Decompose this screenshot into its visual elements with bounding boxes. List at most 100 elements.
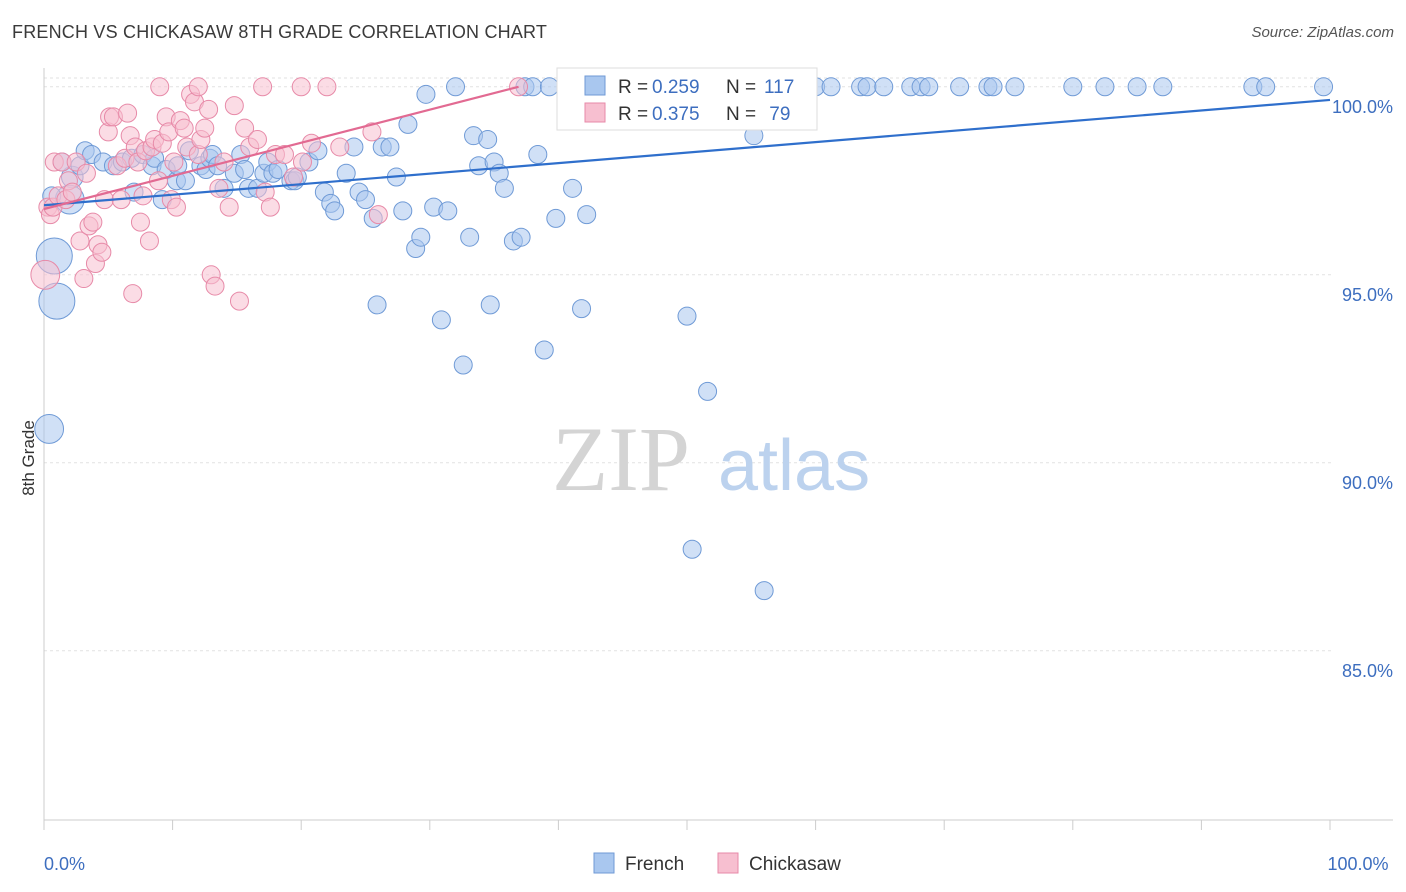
french-point-90	[698, 381, 718, 401]
chickasaw-point-60	[235, 118, 255, 138]
chickasaw-n-label: N =	[726, 104, 756, 125]
french-point-111	[1127, 77, 1147, 97]
french-point-51	[380, 137, 400, 157]
stats-legend: R = 0.259 N = 117 R = 0.375 N = 79	[556, 67, 818, 131]
french-point-62	[453, 355, 473, 375]
french-point-47	[356, 190, 375, 210]
y-tick-label-2: 90.0%	[1342, 473, 1393, 493]
french-point-94	[754, 581, 774, 601]
chickasaw-point-66	[274, 144, 294, 164]
chickasaw-point-58	[224, 96, 244, 116]
chickasaw-point-69	[301, 133, 321, 153]
french-point-60	[438, 201, 458, 221]
french-point-66	[478, 129, 498, 149]
french-n-label: N =	[726, 77, 756, 98]
data-points	[30, 77, 1334, 601]
watermark: ZIP atlas	[552, 408, 870, 510]
chart-title: FRENCH VS CHICKASAW 8TH GRADE CORRELATIO…	[12, 22, 548, 42]
chickasaw-point-0	[30, 259, 61, 290]
tick-labels: 100.0% 95.0% 90.0% 85.0% 0.0% 100.0%	[44, 97, 1393, 874]
chickasaw-r-value: 0.375	[652, 104, 700, 125]
french-point-70	[494, 178, 514, 198]
chickasaw-point-55	[209, 178, 229, 198]
french-point-56	[411, 227, 431, 247]
y-tick-label-0: 100.0%	[1332, 97, 1393, 117]
watermark-zip: ZIP	[552, 408, 690, 510]
chickasaw-point-34	[139, 231, 159, 251]
chickasaw-point-72	[368, 205, 388, 225]
legend-chickasaw-label: Chickasaw	[749, 854, 841, 875]
french-point-76	[534, 340, 554, 360]
french-point-57	[416, 84, 436, 104]
french-point-29	[235, 160, 255, 180]
french-point-75	[528, 144, 548, 164]
chickasaw-swatch	[584, 102, 606, 123]
chickasaw-point-12	[74, 269, 94, 289]
french-point-44	[336, 163, 356, 183]
french-r-label: R =	[618, 77, 648, 98]
y-tick-label-1: 95.0%	[1342, 285, 1393, 305]
chickasaw-point-70	[330, 137, 350, 157]
chickasaw-point-75	[253, 77, 273, 97]
french-point-108	[1005, 77, 1025, 97]
french-point-78	[546, 208, 566, 228]
chickasaw-point-57	[219, 197, 239, 217]
x-tick-label-1: 100.0%	[1327, 854, 1388, 874]
french-point-87	[677, 306, 697, 326]
chickasaw-point-77	[317, 77, 337, 97]
french-point-114	[1256, 77, 1276, 97]
french-r-value: 0.259	[652, 77, 700, 98]
french-point-98	[821, 77, 841, 97]
french-point-100	[857, 77, 877, 97]
chickasaw-trend-line	[43, 85, 519, 211]
bottom-legend: French Chickasaw	[593, 852, 841, 875]
chickasaw-point-9	[62, 182, 82, 202]
french-point-104	[919, 77, 939, 97]
french-point-63	[460, 227, 480, 247]
chickasaw-point-54	[205, 276, 225, 296]
chickasaw-point-59	[229, 291, 249, 311]
chickasaw-point-68	[292, 152, 312, 172]
french-swatch	[584, 75, 606, 96]
french-point-67	[480, 295, 500, 315]
french-point-88	[682, 539, 702, 559]
y-axis-label: 8th Grade	[19, 420, 38, 496]
french-point-54	[398, 114, 418, 134]
french-point-59	[431, 310, 451, 330]
chickasaw-point-43	[166, 197, 186, 217]
french-point-107	[983, 77, 1003, 97]
french-point-82	[577, 205, 597, 225]
chickasaw-point-13	[76, 163, 96, 183]
chickasaw-point-18	[92, 242, 112, 262]
legend-french-label: French	[625, 854, 684, 875]
legend-chickasaw-swatch	[717, 852, 739, 874]
chickasaw-n-value: 79	[764, 104, 790, 125]
french-n-value: 117	[764, 77, 794, 98]
chickasaw-point-26	[118, 103, 138, 123]
french-point-110	[1095, 77, 1115, 97]
french-point-109	[1063, 77, 1083, 97]
y-tick-label-3: 85.0%	[1342, 661, 1393, 681]
legend-french-swatch	[593, 852, 615, 874]
source-label: Source: ZipAtlas.com	[1251, 24, 1394, 41]
french-point-2	[34, 414, 65, 444]
chickasaw-point-62	[247, 129, 267, 149]
french-point-61	[446, 77, 466, 97]
french-point-49	[367, 295, 387, 315]
french-point-80	[563, 178, 583, 198]
chickasaw-point-42	[164, 152, 184, 172]
french-point-81	[572, 299, 592, 319]
chickasaw-point-64	[260, 197, 280, 217]
french-point-105	[950, 77, 970, 97]
french-point-101	[874, 77, 894, 97]
x-tick-label-0: 0.0%	[44, 854, 85, 874]
french-trend-line	[43, 98, 1331, 207]
chickasaw-point-73	[150, 77, 170, 97]
chickasaw-point-51	[195, 118, 215, 138]
chickasaw-point-74	[188, 77, 208, 97]
french-point-115	[1314, 77, 1334, 97]
chickasaw-point-11	[70, 231, 90, 251]
french-point-43	[325, 201, 345, 221]
chickasaw-point-52	[199, 99, 219, 119]
